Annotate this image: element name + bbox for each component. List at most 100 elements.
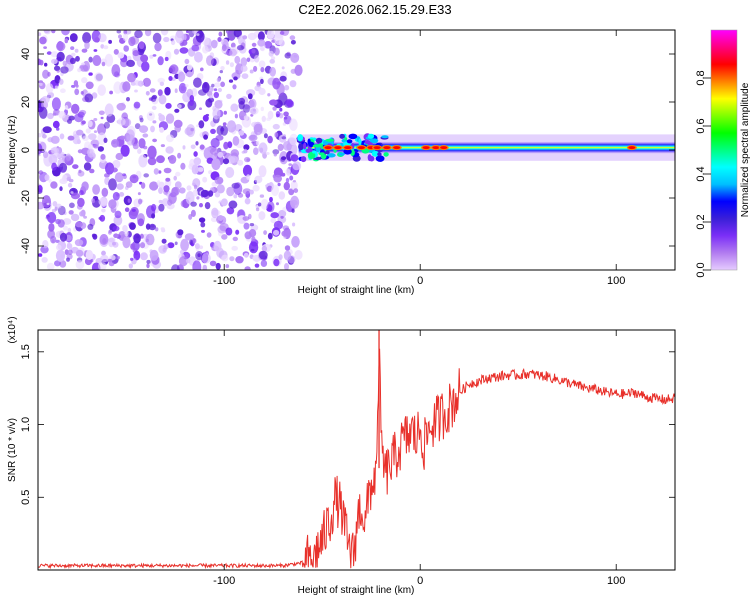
signal-blob — [368, 155, 375, 162]
noise-blob — [290, 195, 300, 209]
noise-blob — [216, 125, 224, 136]
noise-blob — [260, 78, 264, 84]
signal-blob — [371, 150, 380, 157]
noise-blob — [185, 258, 191, 264]
signal-blob — [297, 134, 304, 142]
noise-blob — [146, 111, 155, 121]
noise-blob — [74, 48, 79, 53]
noise-blob — [104, 103, 114, 117]
noise-blob — [211, 207, 219, 219]
noise-blob — [254, 258, 259, 263]
noise-blob — [165, 113, 175, 124]
noise-blob — [67, 118, 72, 124]
noise-blob — [134, 251, 138, 256]
noise-blob — [238, 130, 245, 136]
noise-blob — [199, 203, 203, 208]
noise-blob — [279, 107, 283, 112]
noise-blob — [177, 152, 182, 159]
noise-blob — [64, 105, 69, 110]
noise-blob — [179, 47, 189, 54]
noise-blob — [193, 184, 198, 190]
noise-blob — [226, 207, 235, 215]
noise-blob — [235, 256, 244, 264]
noise-blob — [269, 99, 278, 106]
noise-blob — [209, 260, 217, 267]
noise-blob — [129, 222, 136, 230]
noise-blob — [210, 128, 216, 134]
noise-blob — [249, 98, 257, 109]
noise-blob — [290, 180, 298, 191]
noise-blob — [187, 197, 191, 200]
noise-blob — [111, 139, 120, 148]
noise-blob — [253, 65, 258, 72]
noise-blob — [76, 129, 84, 136]
noise-blob — [112, 225, 120, 232]
noise-blob — [151, 105, 157, 110]
signal-blob — [346, 139, 353, 144]
signal-blob — [312, 144, 322, 148]
noise-blob — [70, 191, 74, 194]
noise-blob — [206, 232, 212, 238]
noise-blob — [43, 46, 47, 49]
noise-blob — [84, 41, 90, 50]
noise-blob — [272, 106, 277, 111]
noise-blob — [258, 165, 267, 178]
noise-blob — [92, 55, 102, 66]
signal-hotspot — [432, 146, 440, 150]
noise-blob — [59, 133, 65, 140]
noise-blob — [248, 229, 257, 238]
noise-blob — [191, 44, 200, 52]
noise-blob — [113, 49, 119, 55]
noise-blob — [58, 78, 64, 85]
noise-blob — [273, 174, 283, 183]
noise-blob — [75, 84, 79, 88]
noise-blob — [282, 141, 292, 151]
noise-blob — [138, 154, 148, 168]
noise-blob — [246, 57, 251, 63]
noise-blob — [294, 250, 303, 260]
snr-marks — [38, 330, 675, 570]
noise-blob — [274, 132, 279, 138]
noise-blob — [80, 91, 84, 95]
noise-blob — [156, 180, 161, 186]
snr-x-label: Height of straight line (km) — [298, 585, 415, 596]
noise-blob — [126, 134, 135, 146]
noise-blob — [290, 154, 299, 162]
noise-blob — [142, 133, 149, 138]
noise-blob — [164, 56, 169, 62]
noise-blob — [138, 125, 149, 133]
noise-blob — [134, 89, 138, 93]
snr-scale-label: (x10⁴) — [7, 316, 18, 343]
noise-blob — [147, 145, 157, 159]
noise-blob — [43, 151, 49, 159]
noise-blob — [198, 217, 206, 223]
signal-blob — [298, 143, 304, 151]
noise-blob — [190, 144, 196, 150]
noise-blob — [272, 123, 280, 130]
noise-blob — [42, 126, 52, 134]
noise-blob — [240, 65, 248, 72]
signal-hotspot — [344, 146, 352, 150]
noise-blob — [274, 31, 284, 46]
noise-blob — [186, 185, 192, 191]
noise-blob — [93, 49, 98, 52]
noise-blob — [48, 179, 52, 183]
noise-blob — [186, 71, 193, 78]
noise-blob — [285, 177, 290, 183]
noise-blob — [158, 187, 163, 195]
noise-blob — [99, 214, 106, 222]
noise-blob — [71, 84, 76, 88]
noise-blob — [251, 48, 256, 54]
noise-blob — [189, 95, 195, 102]
noise-blob — [46, 262, 55, 270]
noise-blob — [45, 83, 54, 94]
noise-blob — [158, 199, 163, 204]
noise-blob — [149, 249, 159, 261]
noise-blob — [145, 91, 150, 96]
noise-blob — [210, 137, 220, 148]
y-tick-label: 1.5 — [20, 344, 32, 359]
noise-blob — [46, 202, 50, 206]
noise-blob — [192, 178, 201, 188]
noise-blob — [281, 230, 289, 237]
